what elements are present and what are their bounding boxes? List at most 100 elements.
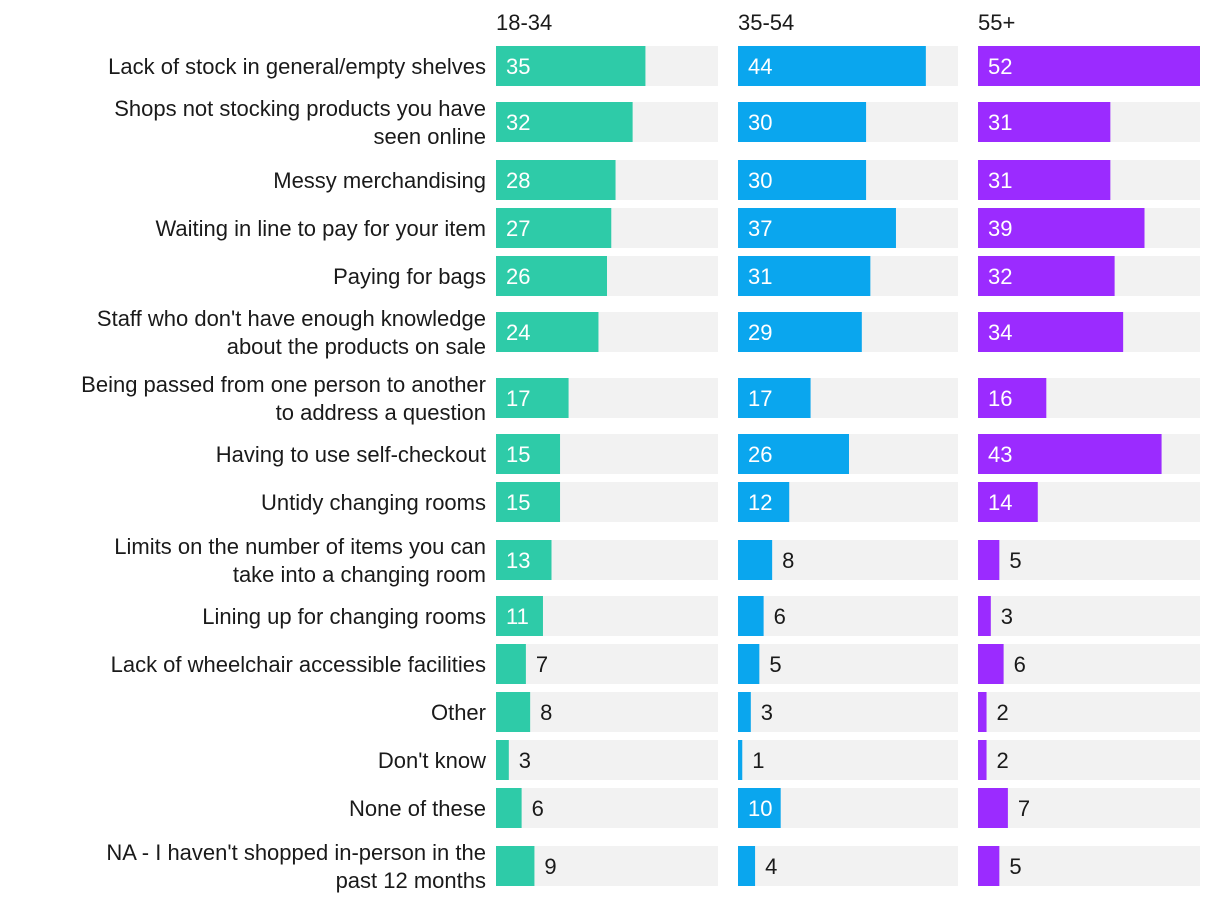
bar-track [738,596,958,636]
bar [738,788,781,828]
data-label: 4 [765,854,777,879]
bar-track [496,788,718,828]
bar [496,740,509,780]
data-label: 2 [997,748,1009,773]
bar [978,540,1000,580]
data-label: 12 [748,490,772,515]
value-labels: 3532282726241715151311783694430303731291… [506,54,1030,879]
bar [978,596,991,636]
bar-track [978,540,1200,580]
data-label: 3 [1001,604,1013,629]
data-label: 30 [748,168,772,193]
category-label-line: Having to use self-checkout [216,442,486,467]
bar [738,846,756,886]
category-label: NA - I haven't shopped in-person in the p… [106,840,486,893]
bar [738,208,896,248]
bar [496,160,616,200]
bar [978,692,987,732]
bar [496,482,561,522]
bar [978,788,1008,828]
bar [496,788,522,828]
bar [496,692,531,732]
data-label: 31 [988,110,1012,135]
bar [496,846,535,886]
category-label-line: Being passed from one person to another [81,372,486,397]
data-label: 34 [988,320,1012,345]
bar [496,208,612,248]
data-label: 7 [1018,796,1030,821]
data-label: 13 [506,548,530,573]
data-label: 29 [748,320,772,345]
data-label: 10 [748,796,772,821]
bar-track [496,692,718,732]
bar [978,208,1145,248]
category-label-line: past 12 months [336,868,486,893]
category-label-line: Shops not stocking products you have [114,96,486,121]
data-label: 31 [748,264,772,289]
bar [738,482,790,522]
data-label: 28 [506,168,530,193]
bar [496,102,633,142]
category-label: Messy merchandising [273,168,486,193]
category-label: Limits on the number of items you can tak… [114,534,486,587]
bar [738,434,849,474]
bar [738,160,867,200]
category-label: Lining up for changing rooms [202,604,486,629]
category-label-line: Lack of wheelchair accessible facilities [111,652,486,677]
data-label: 35 [506,54,530,79]
data-label: 32 [506,110,530,135]
category-label: Waiting in line to pay for your item [155,216,486,241]
data-label: 5 [1009,854,1021,879]
category-label-line: Staff who don't have enough knowledge [97,306,486,331]
category-label: Having to use self-checkout [216,442,486,467]
column-headers: 18-34 35-54 55+ [496,10,1015,35]
bar [496,312,599,352]
category-label-line: Paying for bags [333,264,486,289]
data-label: 3 [761,700,773,725]
bar [978,102,1111,142]
category-label-line: Don't know [378,748,486,773]
data-label: 17 [748,386,772,411]
bar [496,644,526,684]
data-label: 9 [544,854,556,879]
bar-track [978,788,1200,828]
bar-track [978,846,1200,886]
bar-track [738,540,958,580]
category-label: Paying for bags [333,264,486,289]
column-header-35-54: 35-54 [738,10,794,35]
bar [978,378,1047,418]
bar [978,482,1038,522]
bars [496,46,1200,886]
data-label: 27 [506,216,530,241]
data-label: 44 [748,54,772,79]
category-label-line: Untidy changing rooms [261,490,486,515]
bar [738,46,926,86]
data-label: 31 [988,168,1012,193]
bar [496,596,543,636]
data-label: 30 [748,110,772,135]
data-label: 2 [997,700,1009,725]
category-label-line: None of these [349,796,486,821]
data-label: 6 [532,796,544,821]
data-label: 52 [988,54,1012,79]
category-label: None of these [349,796,486,821]
bar [496,540,552,580]
category-label: Lack of wheelchair accessible facilities [111,652,486,677]
bar-track [978,644,1200,684]
category-label-line: Other [431,700,486,725]
data-label: 1 [752,748,764,773]
category-label: Other [431,700,486,725]
bar [496,46,646,86]
column-header-18-34: 18-34 [496,10,552,35]
bar [738,740,743,780]
column-header-55-: 55+ [978,10,1015,35]
bar [738,256,871,296]
data-label: 15 [506,490,530,515]
data-label: 37 [748,216,772,241]
data-label: 26 [506,264,530,289]
bar-track [496,644,718,684]
bar [978,846,1000,886]
bar-track [496,740,718,780]
bar [978,434,1162,474]
bar [496,434,561,474]
